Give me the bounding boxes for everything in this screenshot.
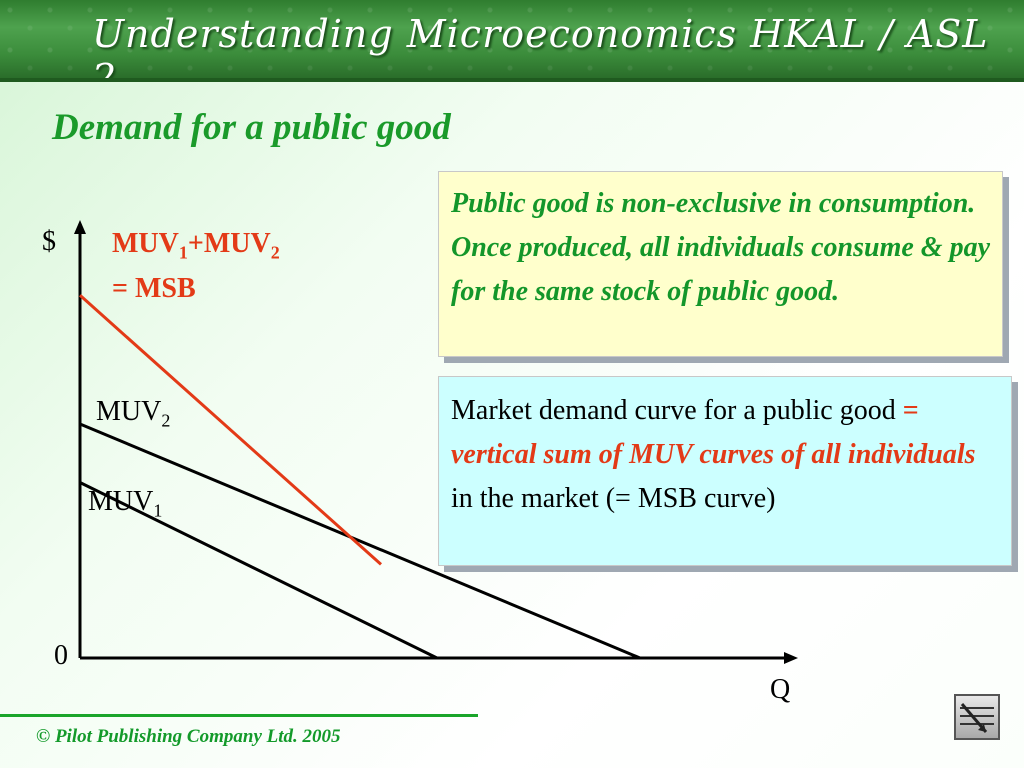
muv1-label: MUV1 xyxy=(88,486,162,522)
market-demand-emphasis: vertical sum of MUV curves of all indivi… xyxy=(451,439,976,470)
market-demand-text-2: in the market (= MSB curve) xyxy=(451,483,776,514)
msb-muv2-sub: 2 xyxy=(270,242,280,263)
muv1-sub: 1 xyxy=(153,500,163,521)
y-axis-arrow xyxy=(74,220,86,234)
x-axis-label: Q xyxy=(770,674,791,705)
market-demand-text-1: Market demand curve for a public good xyxy=(451,395,903,426)
muv2-text: MUV xyxy=(96,396,162,427)
public-good-note: Public good is non-exclusive in consumpt… xyxy=(438,171,1003,357)
msb-muv1: MUV xyxy=(112,228,179,259)
series-line-msb xyxy=(79,294,382,566)
footer-divider xyxy=(0,714,478,717)
slide-title: Demand for a public good xyxy=(52,107,451,148)
banner-pattern xyxy=(0,0,1024,78)
series-layer xyxy=(79,294,641,660)
return-icon[interactable] xyxy=(954,694,1000,740)
banner-title: Understanding Microeconomics HKAL / ASL … xyxy=(92,12,989,82)
x-axis-arrow xyxy=(784,652,798,664)
series-line-muv1 xyxy=(79,481,438,660)
msb-label: MUV1+MUV2 = MSB xyxy=(112,226,280,307)
y-axis-label: $ xyxy=(42,226,56,257)
return-icon-graphic xyxy=(960,703,994,733)
header-banner: Understanding Microeconomics HKAL / ASL … xyxy=(0,0,1024,82)
msb-line2: = MSB xyxy=(112,272,196,304)
msb-plus-muv2: +MUV xyxy=(187,228,271,259)
market-demand-note: Market demand curve for a public good = … xyxy=(438,376,1012,566)
muv1-text: MUV xyxy=(88,486,154,517)
muv2-label: MUV2 xyxy=(96,396,170,432)
footer-copyright: © Pilot Publishing Company Ltd. 2005 xyxy=(36,726,341,747)
origin-label: 0 xyxy=(54,640,68,671)
market-demand-eq: = xyxy=(902,395,919,426)
series-line-muv2 xyxy=(79,422,641,660)
muv2-sub: 2 xyxy=(161,410,171,431)
msb-muv1-sub: 1 xyxy=(178,242,188,263)
